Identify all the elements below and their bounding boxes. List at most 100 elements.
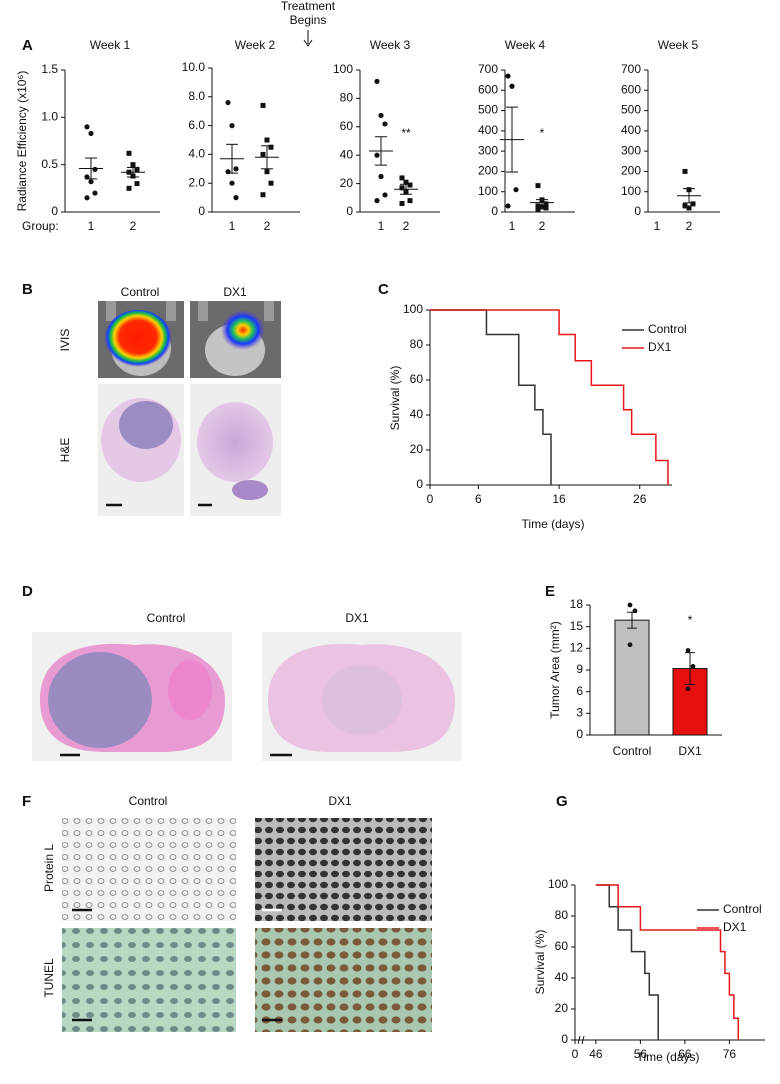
- survival-line: [595, 884, 740, 1040]
- y-tick-label: 500: [621, 103, 641, 117]
- y-tick-label: 100: [548, 877, 568, 891]
- chart-title: Week 5: [658, 38, 699, 52]
- y-tick-label: 60: [340, 119, 354, 133]
- axis-break: [577, 1035, 585, 1045]
- x-tick-label: 2: [130, 219, 137, 233]
- data-point: [403, 179, 409, 185]
- significance: **: [401, 126, 411, 140]
- data-point: [374, 152, 380, 158]
- y-tick-label: 9: [576, 662, 583, 676]
- column-label: Control: [121, 285, 160, 299]
- y-tick-label: 10.0: [182, 60, 206, 74]
- data-point: [539, 204, 545, 210]
- data-point: [92, 166, 98, 172]
- panel-label: A: [22, 37, 33, 54]
- x-axis-label: Time (days): [637, 1050, 700, 1064]
- chart-title: Week 4: [505, 38, 546, 52]
- y-tick-label: 12: [570, 641, 584, 655]
- x-tick-label: 2: [403, 219, 410, 233]
- y-tick-label: 0: [576, 727, 583, 741]
- data-point: [682, 168, 688, 174]
- data-point: [84, 174, 90, 180]
- data-point: [264, 137, 270, 143]
- y-tick-label: 600: [478, 82, 498, 96]
- data-point: [682, 203, 688, 209]
- data-point: [134, 181, 140, 187]
- micrograph: [62, 818, 432, 1032]
- data-point: [374, 198, 380, 204]
- data-point: [690, 201, 696, 207]
- y-tick-label: 0: [634, 204, 641, 218]
- legend-label: Control: [723, 902, 762, 916]
- data-point: [126, 185, 132, 191]
- he-image: [98, 384, 281, 516]
- panel-label: D: [22, 583, 33, 600]
- y-tick-label: 40: [340, 147, 354, 161]
- y-tick-label: 100: [333, 62, 353, 76]
- x-tick-label: 1: [88, 219, 95, 233]
- x-tick-label: 16: [552, 492, 566, 506]
- y-tick-label: 400: [621, 123, 641, 137]
- ivis-image: [98, 301, 281, 378]
- y-tick-label: 40: [410, 407, 424, 421]
- data-point: [535, 206, 541, 212]
- data-point: [264, 169, 270, 175]
- chart-title: Week 3: [370, 38, 411, 52]
- legend-label: Control: [648, 322, 687, 336]
- data-point: [229, 180, 235, 186]
- data-point: [382, 192, 388, 198]
- column-label: DX1: [345, 611, 369, 625]
- y-tick-label: 8.0: [188, 89, 205, 103]
- data-point: [505, 73, 511, 79]
- data-point: [260, 151, 266, 157]
- data-point: [260, 192, 266, 198]
- column-label: Control: [129, 794, 168, 808]
- y-tick-label: 0: [198, 204, 205, 218]
- x-tick-label: 46: [589, 1047, 603, 1061]
- y-tick-label: 100: [478, 184, 498, 198]
- y-tick-label: 6.0: [188, 118, 205, 132]
- data-point: [399, 175, 405, 181]
- significance: *: [688, 613, 693, 627]
- data-point: [685, 648, 691, 653]
- x-tick-label: 66: [678, 1047, 692, 1061]
- y-tick-label: 200: [621, 164, 641, 178]
- y-tick-label: 20: [340, 176, 354, 190]
- x-tick-label: DX1: [678, 744, 702, 758]
- data-point: [543, 201, 549, 207]
- row-label: Protein L: [42, 844, 56, 892]
- data-point: [513, 187, 519, 193]
- x-tick-label: Control: [613, 744, 652, 758]
- data-point: [509, 83, 515, 89]
- data-point: [378, 173, 384, 180]
- y-tick-label: 700: [478, 62, 498, 76]
- data-point: [260, 102, 266, 108]
- y-tick-label: 0.5: [41, 157, 58, 171]
- panel-label: B: [22, 281, 33, 298]
- data-point: [92, 190, 98, 196]
- y-tick-label: 1.5: [41, 62, 58, 76]
- y-tick-label: 100: [621, 184, 641, 198]
- y-tick-label: 700: [621, 62, 641, 76]
- y-tick-label: 300: [621, 143, 641, 157]
- x-tick-label: 1: [654, 219, 661, 233]
- y-tick-label: 80: [410, 337, 424, 351]
- row-label: H&E: [58, 438, 72, 463]
- x-tick-label: 6: [475, 492, 482, 506]
- y-axis-label: Survival (%): [533, 930, 547, 995]
- y-tick-label: 0: [51, 204, 58, 218]
- y-tick-label: 400: [478, 123, 498, 137]
- data-point: [627, 642, 633, 648]
- row-label: IVIS: [58, 329, 72, 352]
- data-point: [627, 602, 633, 608]
- data-point: [399, 185, 405, 191]
- data-point: [543, 205, 549, 211]
- x-tick-label: 2: [539, 219, 546, 233]
- y-axis-label: Tumor Area (mm²): [548, 621, 562, 719]
- legend-label: DX1: [648, 340, 672, 354]
- data-point: [84, 195, 90, 201]
- panel-label: C: [378, 281, 389, 298]
- y-axis-label: Survival (%): [388, 366, 402, 431]
- y-tick-label: 18: [570, 597, 584, 611]
